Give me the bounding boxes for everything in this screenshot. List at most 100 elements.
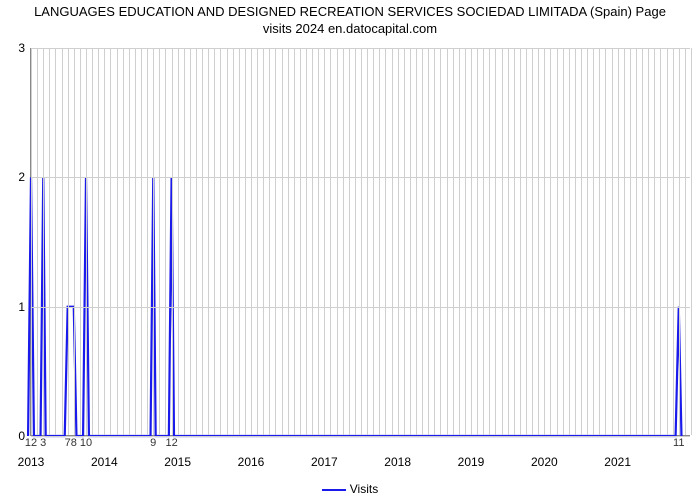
grid-v-minor [667,48,668,435]
grid-v-minor [343,48,344,435]
grid-v-major [471,48,472,435]
grid-v-major [31,48,32,435]
grid-v-minor [373,48,374,435]
grid-v-minor [654,48,655,435]
x-tick-label: 2021 [604,451,631,469]
legend-swatch [322,489,346,491]
grid-v-minor [135,48,136,435]
grid-v-minor [465,48,466,435]
grid-v-minor [514,48,515,435]
grid-v-minor [673,48,674,435]
grid-v-major [324,48,325,435]
grid-v-minor [74,48,75,435]
grid-v-minor [190,48,191,435]
grid-v-minor [502,48,503,435]
x-sub-label: 10 [80,437,92,449]
grid-v-major [251,48,252,435]
grid-v-minor [392,48,393,435]
grid-v-minor [153,48,154,435]
grid-v-minor [428,48,429,435]
x-sub-label: 12 [165,437,177,449]
grid-v-minor [379,48,380,435]
x-tick-label: 2013 [18,451,45,469]
grid-v-minor [483,48,484,435]
grid-v-minor [43,48,44,435]
grid-v-minor [385,48,386,435]
grid-v-minor [612,48,613,435]
grid-v-minor [459,48,460,435]
grid-v-minor [214,48,215,435]
grid-v-minor [367,48,368,435]
grid-v-minor [648,48,649,435]
x-tick-label: 2017 [311,451,338,469]
grid-v-minor [49,48,50,435]
grid-v-minor [685,48,686,435]
grid-v-minor [245,48,246,435]
grid-v-minor [434,48,435,435]
grid-v-minor [159,48,160,435]
grid-v-minor [275,48,276,435]
chart-title: LANGUAGES EDUCATION AND DESIGNED RECREAT… [0,4,700,38]
grid-v-minor [68,48,69,435]
grid-v-minor [605,48,606,435]
grid-v-minor [294,48,295,435]
grid-v-minor [98,48,99,435]
grid-v-minor [165,48,166,435]
grid-v-minor [581,48,582,435]
grid-v-minor [593,48,594,435]
grid-v-minor [563,48,564,435]
grid-v-minor [569,48,570,435]
grid-v-minor [361,48,362,435]
grid-v-minor [410,48,411,435]
x-sub-label: 11 [673,437,684,449]
grid-v-minor [477,48,478,435]
x-tick-label: 2014 [91,451,118,469]
grid-v-minor [312,48,313,435]
grid-v-minor [679,48,680,435]
grid-v-minor [110,48,111,435]
x-tick-label: 2019 [458,451,485,469]
grid-v-minor [220,48,221,435]
visits-chart: LANGUAGES EDUCATION AND DESIGNED RECREAT… [0,0,700,500]
grid-v-minor [92,48,93,435]
grid-v-minor [147,48,148,435]
grid-v-minor [550,48,551,435]
x-tick-label: 2020 [531,451,558,469]
grid-h [31,436,690,437]
grid-v-minor [62,48,63,435]
x-sub-label: 9 [150,437,156,449]
grid-v-minor [86,48,87,435]
grid-v-minor [37,48,38,435]
grid-v-minor [202,48,203,435]
grid-v-major [104,48,105,435]
grid-v-minor [422,48,423,435]
grid-v-minor [642,48,643,435]
grid-v-minor [526,48,527,435]
x-sub-label: 8 [71,437,77,449]
grid-v-minor [172,48,173,435]
grid-v-minor [117,48,118,435]
grid-v-minor [440,48,441,435]
grid-v-minor [495,48,496,435]
x-sub-label: 12 [25,437,37,449]
grid-v-major [618,48,619,435]
grid-v-minor [508,48,509,435]
grid-v-minor [624,48,625,435]
grid-v-minor [80,48,81,435]
grid-v-major [398,48,399,435]
grid-v-minor [184,48,185,435]
grid-v-minor [599,48,600,435]
grid-v-minor [404,48,405,435]
grid-v-minor [306,48,307,435]
grid-v-minor [557,48,558,435]
grid-v-minor [489,48,490,435]
grid-v-minor [282,48,283,435]
grid-v-minor [575,48,576,435]
grid-v-major [544,48,545,435]
grid-v-minor [300,48,301,435]
grid-v-minor [330,48,331,435]
y-tick-label: 1 [18,300,31,314]
grid-v-minor [587,48,588,435]
y-tick-label: 2 [18,170,31,184]
grid-v-minor [318,48,319,435]
